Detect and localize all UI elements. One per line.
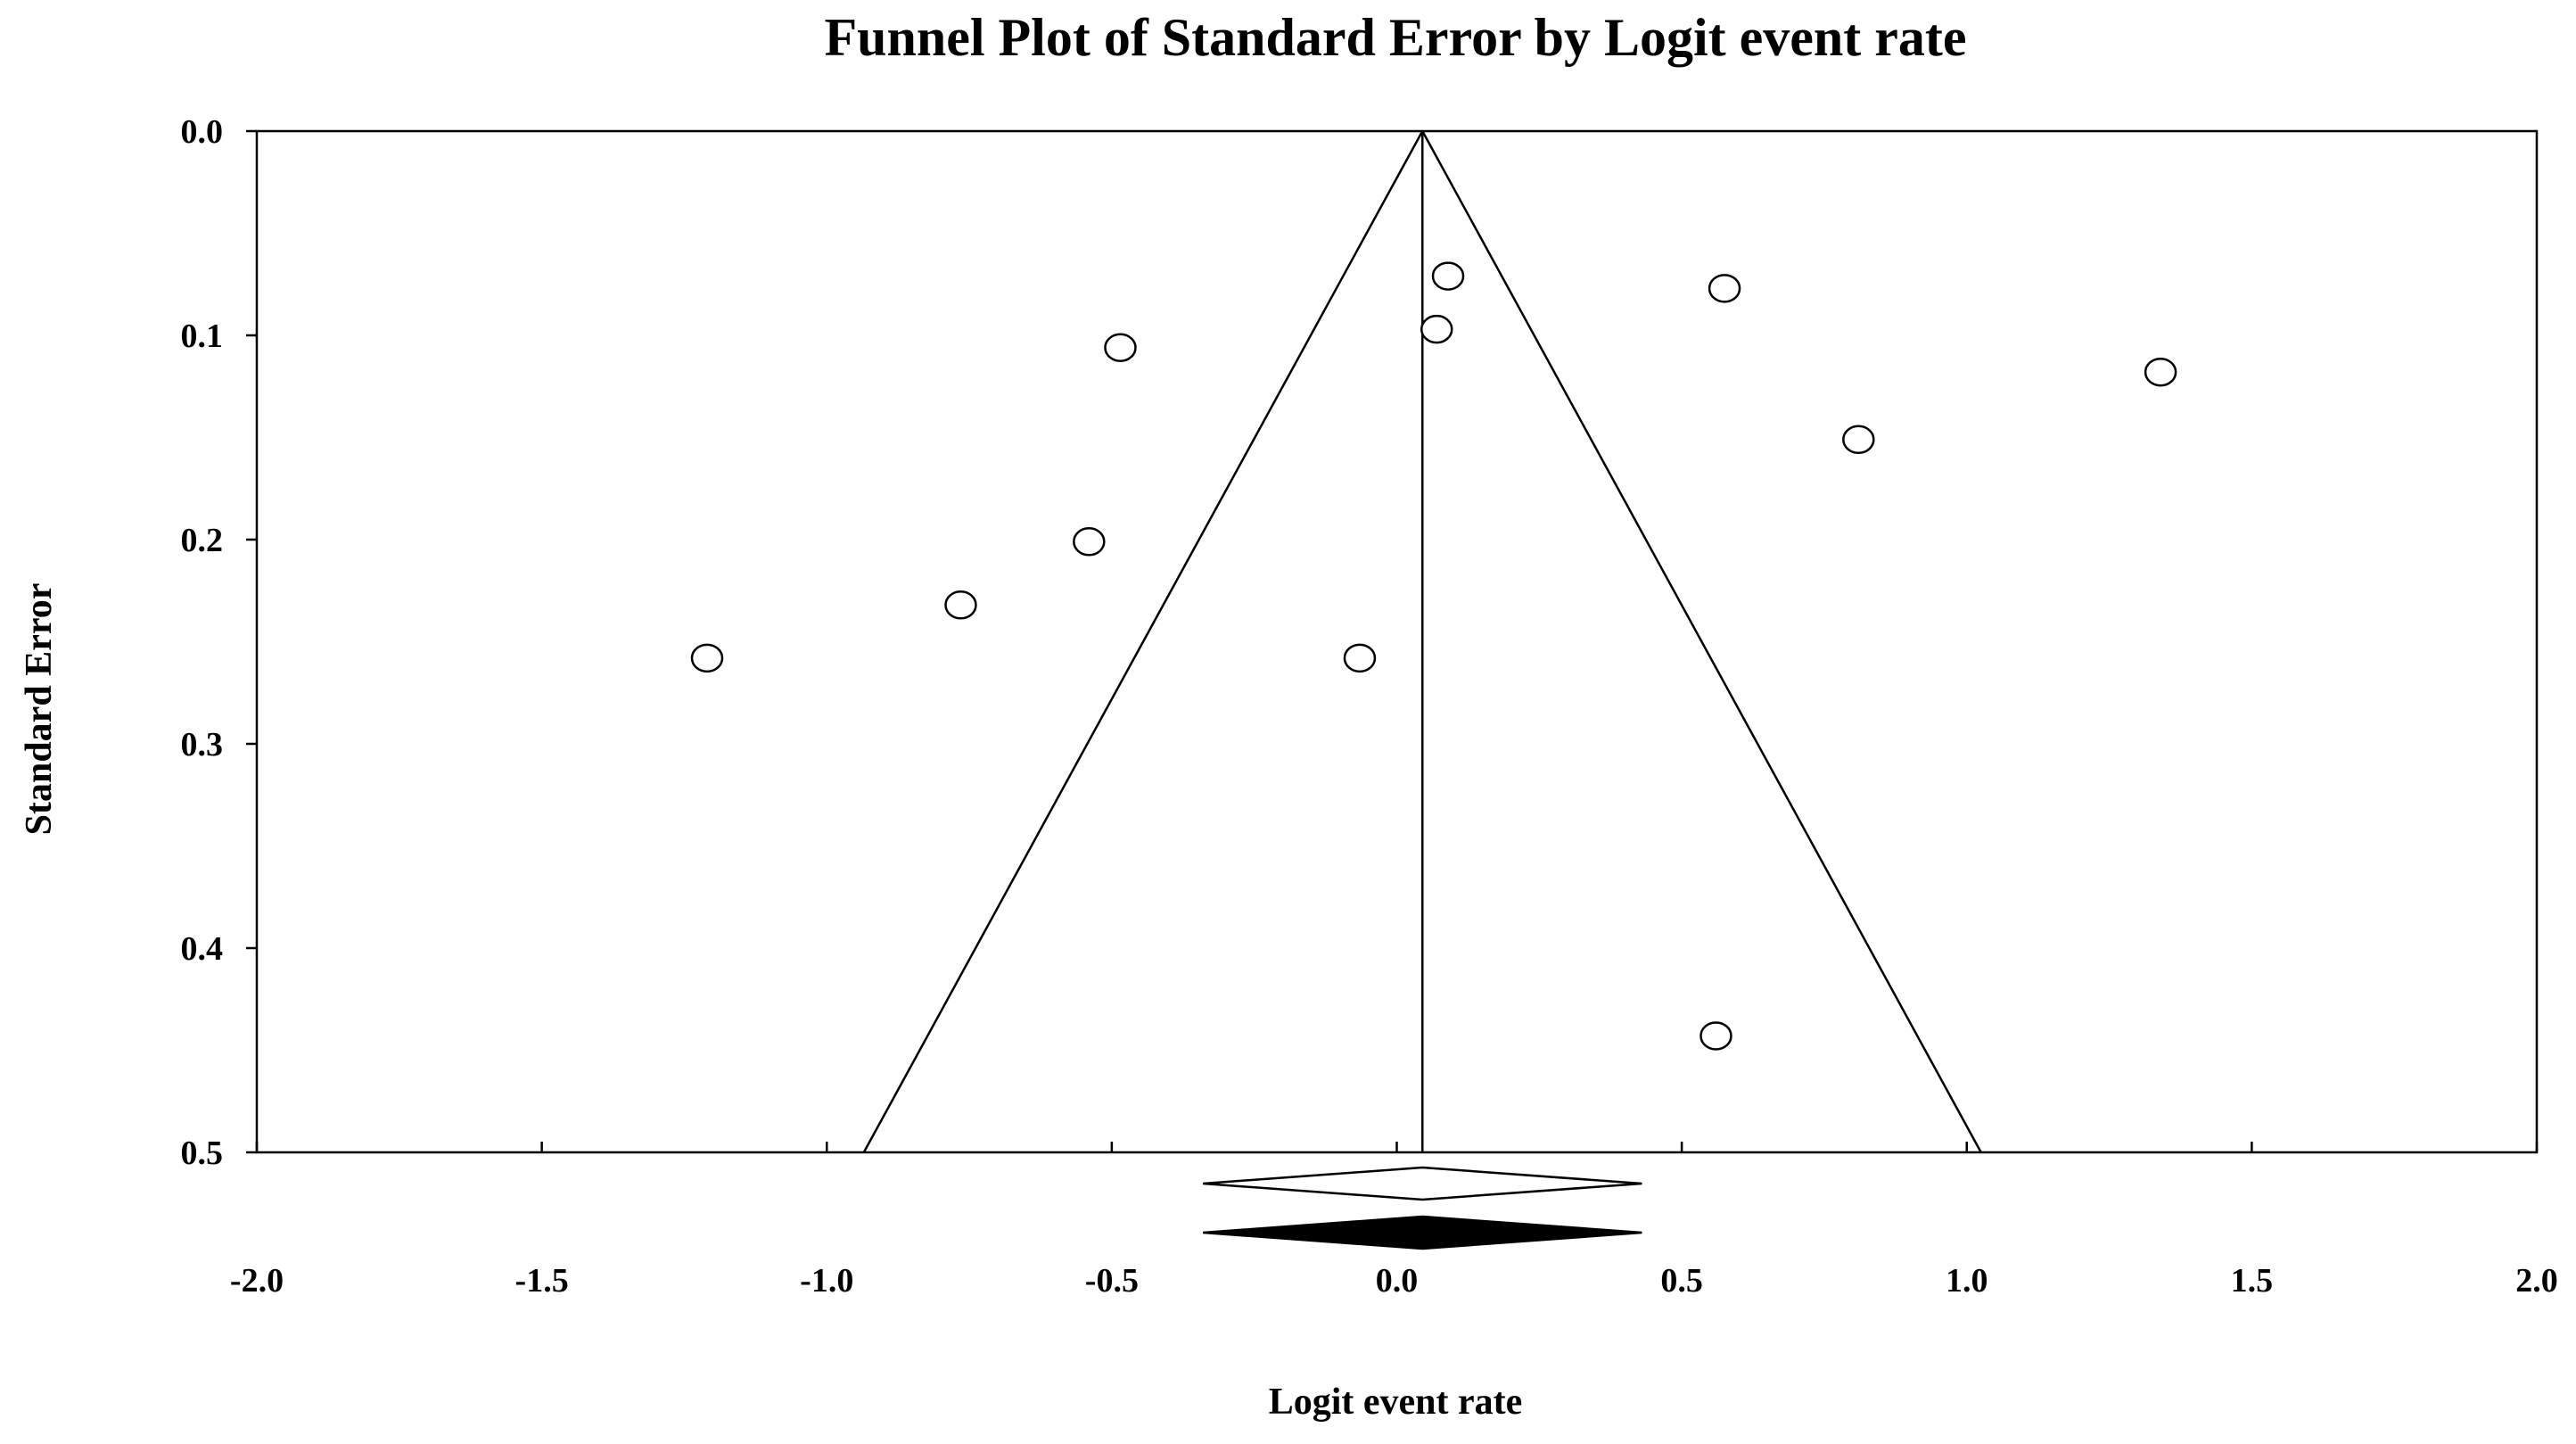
x-tick-label: 0.5 [1660, 1262, 1703, 1300]
summary-diamond-filled [1203, 1215, 1642, 1250]
funnel-left-limit-line [862, 130, 1424, 1153]
x-tick-label: -0.5 [1085, 1262, 1139, 1300]
x-axis-label: Logit event rate [1269, 1382, 1523, 1423]
x-tick-label: 2.0 [2515, 1262, 2558, 1300]
data-point-8 [944, 590, 977, 620]
x-tick-label: 1.5 [2231, 1262, 2274, 1300]
x-axis-ticks: -2.0 -1.5 -1.0 -0.5 0.0 0.5 1.0 1.5 2.0 [230, 1142, 2558, 1300]
data-point-10 [1343, 643, 1377, 673]
y-tick-label: 0.1 [181, 318, 224, 355]
funnel-right-limit-line [1421, 130, 1982, 1153]
y-tick-label: 0.2 [181, 522, 224, 559]
data-point-9 [690, 643, 724, 673]
data-point-4 [1104, 333, 1137, 362]
data-point-3 [1708, 274, 1741, 303]
data-point-2 [1420, 314, 1453, 344]
data-point-7 [1073, 527, 1106, 557]
x-tick-label: 0.0 [1376, 1262, 1419, 1300]
x-tick-label: 1.0 [1946, 1262, 1988, 1300]
y-tick-label: 0.3 [181, 726, 224, 763]
data-point-11 [1700, 1021, 1732, 1051]
x-tick-label: -1.0 [800, 1262, 853, 1300]
plot-area-border [255, 129, 2539, 1154]
funnel-lines [862, 130, 1982, 1153]
x-tick-label: -2.0 [230, 1262, 284, 1300]
y-axis-ticks: 0.0 0.1 0.2 0.3 0.4 0.5 [181, 113, 257, 1172]
summary-diamond-open [1203, 1166, 1642, 1201]
chart-title: Funnel Plot of Standard Error by Logit e… [824, 8, 1966, 67]
y-tick-label: 0.5 [181, 1135, 224, 1172]
y-tick-label: 0.4 [181, 930, 224, 968]
data-points [690, 261, 2177, 1051]
summary-diamonds [1203, 1166, 1642, 1250]
x-tick-label: -1.5 [515, 1262, 569, 1300]
data-point-1 [1431, 261, 1465, 291]
y-axis-label: Standard Error [19, 583, 60, 836]
plot-frame [255, 129, 2539, 1154]
data-point-5 [2144, 357, 2177, 387]
y-tick-label: 0.0 [181, 113, 224, 151]
data-point-6 [1842, 425, 1875, 455]
